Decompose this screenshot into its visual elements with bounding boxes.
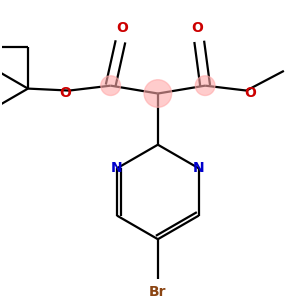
Text: O: O — [191, 21, 203, 34]
Text: N: N — [193, 161, 205, 175]
Text: Br: Br — [149, 285, 166, 299]
Circle shape — [101, 76, 121, 95]
Text: O: O — [244, 85, 256, 100]
Circle shape — [195, 76, 215, 95]
Text: N: N — [111, 161, 123, 175]
Text: O: O — [59, 85, 71, 100]
Circle shape — [144, 80, 172, 107]
Text: O: O — [116, 21, 128, 34]
